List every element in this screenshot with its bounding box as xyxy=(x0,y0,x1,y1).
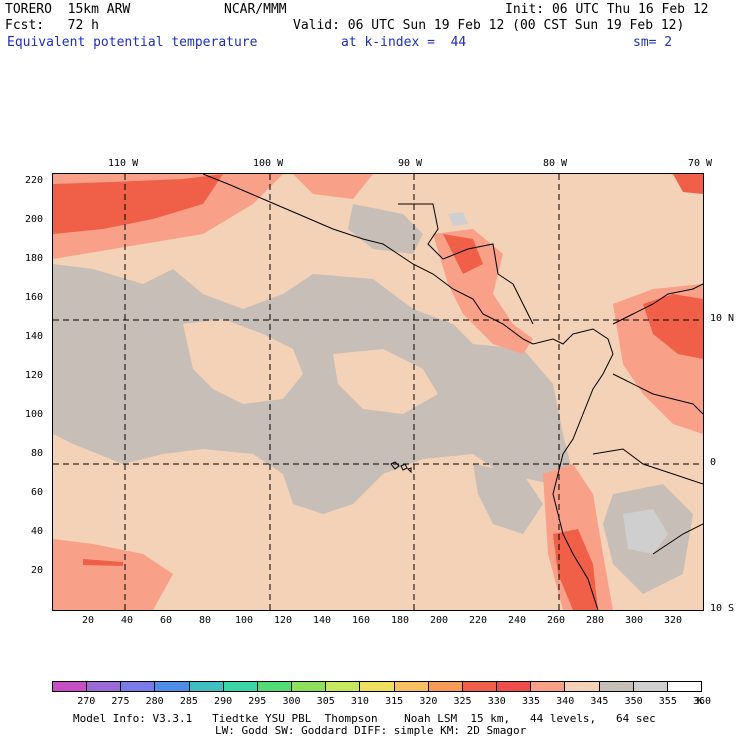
lat-label-10n: 10 N xyxy=(710,313,735,324)
x-tick: 80 xyxy=(199,615,212,626)
colorbar-swatch xyxy=(462,682,498,691)
colorbar-label: 345 xyxy=(590,696,609,707)
theta-e-350-patches xyxy=(448,212,668,554)
graticule xyxy=(53,174,703,610)
x-tick: 260 xyxy=(547,615,566,626)
lat-label-10s: 10 S xyxy=(710,603,735,614)
colorbar-swatch xyxy=(497,682,532,691)
colorbar-swatch xyxy=(121,682,156,691)
colorbar-label: 315 xyxy=(385,696,404,707)
lon-label-110w: 110 W xyxy=(108,158,139,169)
colorbar-label: 350 xyxy=(624,696,643,707)
caribbean-coast xyxy=(612,283,703,325)
x-tick: 280 xyxy=(586,615,605,626)
y-tick: 200 xyxy=(25,214,44,225)
y-tick: 180 xyxy=(25,253,44,264)
x-tick: 60 xyxy=(160,615,173,626)
colorbar-swatch xyxy=(292,682,327,691)
y-tick: 120 xyxy=(25,370,44,381)
x-tick: 240 xyxy=(508,615,527,626)
colorbar-swatch xyxy=(394,682,429,691)
x-tick: 40 xyxy=(121,615,134,626)
y-tick: 140 xyxy=(25,331,44,342)
colorbar-label: 285 xyxy=(179,696,198,707)
x-tick: 300 xyxy=(625,615,644,626)
y-tick: 20 xyxy=(31,565,44,576)
colorbar-swatch xyxy=(257,682,293,691)
lat-label-0: 0 xyxy=(710,457,717,468)
y-tick: 220 xyxy=(25,175,44,186)
valid-time: Valid: 06 UTC Sun 19 Feb 12 (00 CST Sun … xyxy=(293,18,685,33)
x-tick: 140 xyxy=(313,615,332,626)
colorbar-label: 270 xyxy=(77,696,96,707)
galapagos-islands xyxy=(390,461,412,474)
peru-brazil-border xyxy=(652,523,703,555)
lon-label-100w: 100 W xyxy=(253,158,284,169)
colorbar-label: 360 xyxy=(693,696,712,707)
colorbar-swatch xyxy=(599,682,634,691)
colorbar-swatch xyxy=(223,682,258,691)
model-info-line2: LW: Godd SW: Goddard DIFF: simple KM: 2D… xyxy=(215,724,527,737)
colorbar-label: 275 xyxy=(111,696,130,707)
colorbar-label: 335 xyxy=(521,696,540,707)
colorbar-unit: K xyxy=(697,696,704,707)
theta-e-map xyxy=(52,173,704,611)
center-label: NCAR/MMM xyxy=(224,2,287,17)
colorbar-label: 320 xyxy=(419,696,438,707)
colorbar-swatch xyxy=(633,682,668,691)
x-tick: 20 xyxy=(82,615,95,626)
colombia-border xyxy=(612,373,703,415)
lon-label-90w: 90 W xyxy=(398,158,423,169)
colorbar-swatch xyxy=(531,682,566,691)
colorbar-label: 295 xyxy=(248,696,267,707)
forecast-hour: Fcst: 72 h xyxy=(5,18,99,33)
colorbar-label: 280 xyxy=(145,696,164,707)
central-america-borders xyxy=(398,203,534,325)
colorbar-swatch xyxy=(428,682,463,691)
model-info-line1: Model Info: V3.3.1 Tiedtke YSU PBL Thomp… xyxy=(73,712,656,725)
x-tick: 120 xyxy=(274,615,293,626)
colorbar-swatch xyxy=(155,682,190,691)
y-tick: 160 xyxy=(25,292,44,303)
colorbar-label: 330 xyxy=(487,696,506,707)
x-tick: 160 xyxy=(352,615,371,626)
colorbar xyxy=(52,681,702,692)
colorbar-swatch xyxy=(565,682,600,691)
y-tick: 40 xyxy=(31,526,44,537)
colorbar-swatch xyxy=(189,682,224,691)
colorbar-label: 325 xyxy=(453,696,472,707)
y-tick: 100 xyxy=(25,409,44,420)
x-tick: 100 xyxy=(235,615,254,626)
model-title: TORERO 15km ARW xyxy=(5,2,131,17)
y-tick: 60 xyxy=(31,487,44,498)
colorbar-label: 355 xyxy=(658,696,677,707)
colorbar-swatch xyxy=(667,682,701,691)
map-canvas xyxy=(53,174,703,610)
x-tick: 220 xyxy=(469,615,488,626)
colorbar-label: 340 xyxy=(556,696,575,707)
lon-label-70w: 70 W xyxy=(688,158,713,169)
colorbar-swatch xyxy=(87,682,122,691)
colorbar-label: 300 xyxy=(282,696,301,707)
level-index: at k-index = 44 xyxy=(341,35,467,50)
colorbar-swatch xyxy=(326,682,361,691)
colorbar-label: 310 xyxy=(350,696,369,707)
colorbar-label: 290 xyxy=(214,696,233,707)
colorbar-label: 305 xyxy=(316,696,335,707)
x-tick: 320 xyxy=(664,615,683,626)
colorbar-swatch xyxy=(53,682,88,691)
init-time: Init: 06 UTC Thu 16 Feb 12 xyxy=(505,2,709,17)
pacific-coastline xyxy=(202,174,614,610)
x-tick: 200 xyxy=(430,615,449,626)
field-name: Equivalent potential temperature xyxy=(7,35,258,50)
colorbar-swatch xyxy=(360,682,395,691)
x-tick: 180 xyxy=(391,615,410,626)
smoothing-value: sm= 2 xyxy=(633,35,673,50)
coastlines xyxy=(202,174,703,610)
theta-e-330-regions xyxy=(53,174,703,610)
y-tick: 80 xyxy=(31,448,44,459)
lon-label-80w: 80 W xyxy=(543,158,568,169)
